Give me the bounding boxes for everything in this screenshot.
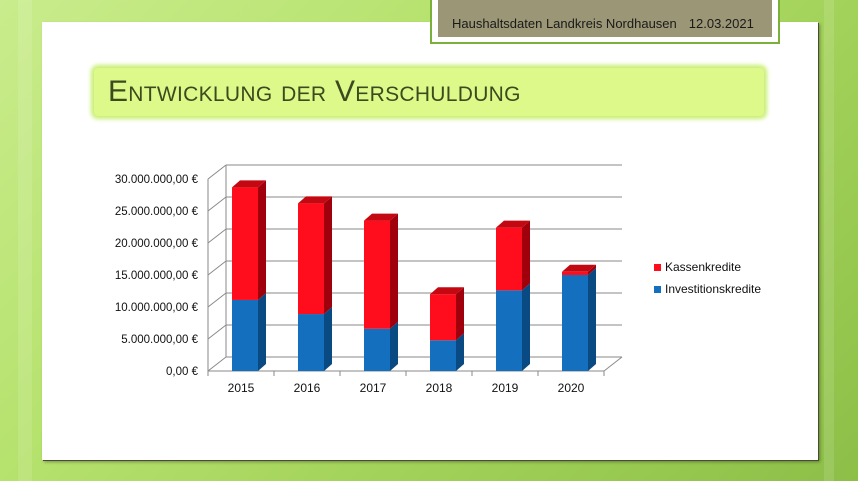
gridline-side: [207, 260, 227, 276]
bar-2019: [496, 220, 530, 371]
legend-item-investitionskredite: Investitionskredite: [654, 278, 761, 300]
bar-side: [522, 220, 530, 291]
x-tick-label: 2015: [228, 381, 255, 395]
bar-2016: [298, 196, 332, 371]
bar-side: [324, 196, 332, 315]
bar-2020: [562, 264, 596, 371]
y-tick-label: 30.000.000,00 €: [115, 174, 199, 186]
y-tick-label: 20.000.000,00 €: [115, 238, 199, 250]
chart-legend: Kassenkredite Investitionskredite: [654, 256, 761, 300]
bar-side: [588, 264, 596, 275]
bar-side: [258, 292, 266, 371]
bar-2018: [430, 287, 464, 371]
bar-side: [588, 268, 596, 371]
bar-side: [390, 321, 398, 371]
bar-segment-investitionskredite: [496, 290, 522, 371]
legend-label: Investitionskredite: [665, 282, 762, 296]
x-tick-label: 2017: [360, 381, 387, 395]
legend-item-kassenkredite: Kassenkredite: [654, 256, 761, 278]
bar-segment-kassenkredite: [562, 271, 588, 275]
bar-2015: [232, 180, 266, 371]
legend-swatch-red: [654, 263, 661, 271]
y-tick-label: 5.000.000,00 €: [121, 334, 198, 346]
x-tick-label: 2016: [294, 381, 321, 395]
header-label: Haushaltsdaten Landkreis Nordhausen: [452, 16, 677, 31]
y-tick-label: 25.000.000,00 €: [115, 206, 199, 218]
y-tick-label: 10.000.000,00 €: [115, 302, 199, 314]
bar-segment-investitionskredite: [298, 314, 324, 371]
bar-top: [232, 180, 266, 188]
y-tick-label: 15.000.000,00 €: [115, 270, 199, 282]
background-stripe: [18, 0, 32, 481]
legend-label: Kassenkredite: [665, 260, 742, 274]
background-stripe: [824, 0, 834, 481]
bar-segment-investitionskredite: [430, 340, 456, 371]
header-date: 12.03.2021: [688, 16, 754, 31]
bar-side: [258, 180, 266, 300]
bar-segment-kassenkredite: [364, 220, 390, 329]
bar-segment-kassenkredite: [430, 294, 456, 341]
gridline-side: [207, 228, 227, 244]
bar-side: [522, 283, 530, 371]
title-box: Entwicklung der Verschuldung: [94, 68, 764, 116]
slide-title: Entwicklung der Verschuldung: [108, 75, 521, 108]
y-tick-label: 0,00 €: [166, 366, 199, 378]
bar-top: [430, 287, 464, 295]
bar-side: [324, 307, 332, 371]
header-box: Haushaltsdaten Landkreis Nordhausen 12.0…: [430, 0, 780, 44]
bar-top: [562, 264, 596, 272]
x-tick-label: 2020: [558, 381, 585, 395]
bar-top: [364, 213, 398, 221]
gridline-side: [207, 196, 227, 212]
x-tick-label: 2019: [492, 381, 519, 395]
bar-segment-kassenkredite: [232, 187, 258, 300]
bar-segment-investitionskredite: [232, 299, 258, 371]
x-tick-label: 2018: [426, 381, 453, 395]
floor-edge: [603, 356, 623, 372]
bar-side: [456, 287, 464, 341]
header-banner: Haushaltsdaten Landkreis Nordhausen 12.0…: [438, 0, 772, 37]
bar-top: [496, 220, 530, 228]
gridline-side: [207, 164, 227, 180]
bar-2017: [364, 213, 398, 371]
bar-segment-investitionskredite: [562, 275, 588, 371]
legend-swatch-blue: [654, 285, 661, 293]
bar-side: [456, 333, 464, 371]
gridline-side: [207, 292, 227, 308]
bar-top: [298, 196, 332, 204]
bar-segment-investitionskredite: [364, 328, 390, 371]
bar-segment-kassenkredite: [298, 203, 324, 315]
bar-side: [390, 213, 398, 329]
gridline-side: [207, 324, 227, 340]
bar-segment-kassenkredite: [496, 227, 522, 291]
gridline-side: [207, 356, 227, 372]
